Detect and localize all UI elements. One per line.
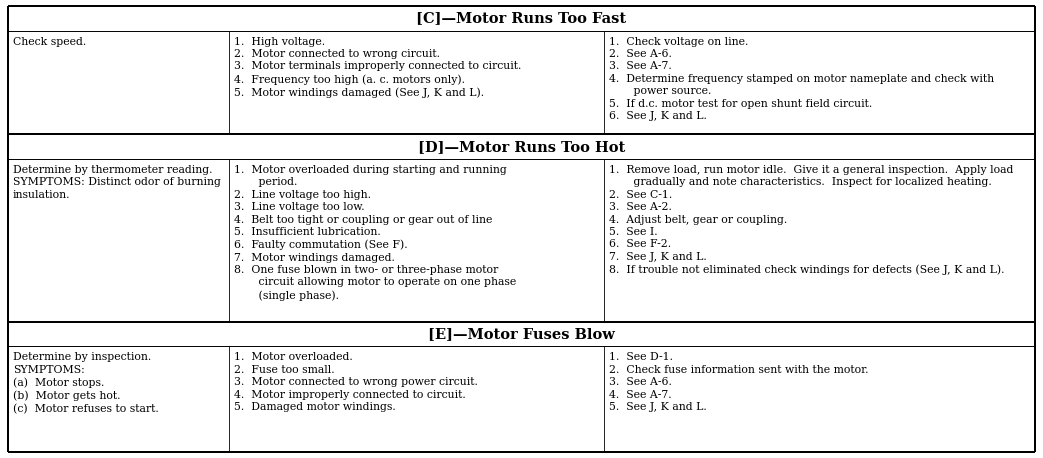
Text: 1.  Motor overloaded.
2.  Fuse too small.
3.  Motor connected to wrong power cir: 1. Motor overloaded. 2. Fuse too small. … (234, 353, 478, 412)
Bar (605, 32, 1034, 133)
Text: Determine by inspection.
SYMPTOMS:
(a)  Motor stops.
(b)  Motor gets hot.
(c)  M: Determine by inspection. SYMPTOMS: (a) M… (13, 353, 159, 414)
Text: 1.  See D-1.
2.  Check fuse information sent with the motor.
3.  See A-6.
4.  Se: 1. See D-1. 2. Check fuse information se… (609, 353, 868, 412)
Bar (9, 32, 227, 133)
Bar (8, 322, 1035, 346)
Bar (8, 6, 1035, 31)
Text: [E]—Motor Fuses Blow: [E]—Motor Fuses Blow (428, 327, 615, 341)
Bar (604, 159, 1035, 322)
Bar (8, 135, 1035, 159)
Text: 1.  High voltage.
2.  Motor connected to wrong circuit.
3.  Motor terminals impr: 1. High voltage. 2. Motor connected to w… (234, 37, 522, 98)
Text: Determine by thermometer reading.
SYMPTOMS: Distinct odor of burning
insulation.: Determine by thermometer reading. SYMPTO… (13, 165, 221, 200)
Text: Check speed.: Check speed. (13, 37, 87, 47)
Bar (605, 160, 1034, 321)
Text: [D]—Motor Runs Too Hot: [D]—Motor Runs Too Hot (418, 140, 625, 154)
Bar (9, 348, 227, 451)
Bar (229, 32, 603, 133)
Bar (8, 346, 228, 452)
Bar (8, 159, 228, 322)
Text: [C]—Motor Runs Too Fast: [C]—Motor Runs Too Fast (416, 11, 627, 25)
Bar (228, 346, 604, 452)
Bar (229, 348, 603, 451)
Bar (9, 160, 227, 321)
Text: 1.  Remove load, run motor idle.  Give it a general inspection.  Apply load
    : 1. Remove load, run motor idle. Give it … (609, 165, 1013, 275)
Bar (604, 346, 1035, 452)
Bar (228, 159, 604, 322)
Bar (229, 160, 603, 321)
Bar (604, 31, 1035, 135)
Text: 1.  Motor overloaded during starting and running
       period.
2.  Line voltage: 1. Motor overloaded during starting and … (234, 165, 516, 300)
Bar (605, 348, 1034, 451)
Text: 1.  Check voltage on line.
2.  See A-6.
3.  See A-7.
4.  Determine frequency sta: 1. Check voltage on line. 2. See A-6. 3.… (609, 37, 994, 121)
Bar (228, 31, 604, 135)
Bar (8, 31, 228, 135)
